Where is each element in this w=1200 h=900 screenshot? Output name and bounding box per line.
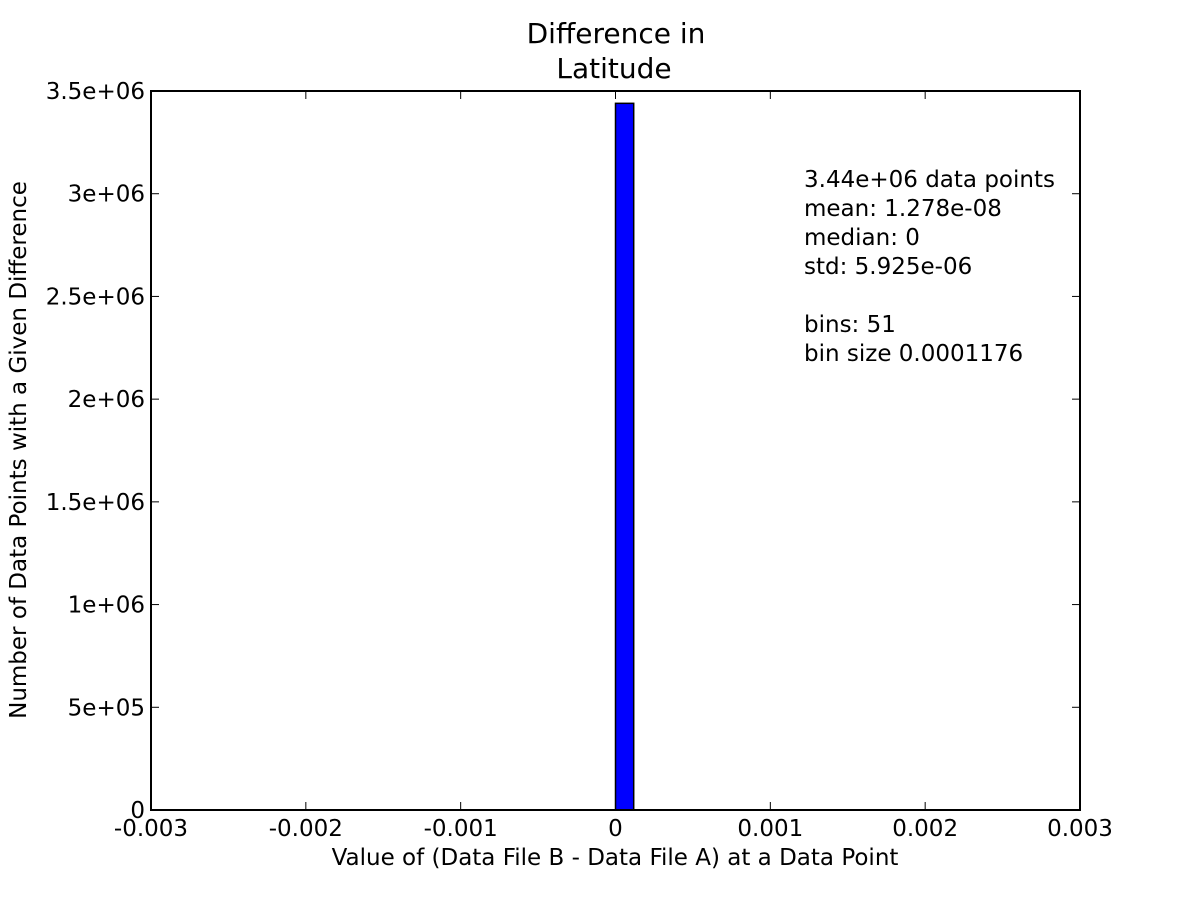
histogram-bar [614, 102, 635, 811]
chart-title-line-2: Latitude [556, 52, 671, 85]
x-tick-label: 0.002 [892, 816, 958, 842]
y-tick-label: 3.5e+06 [46, 79, 145, 105]
stats-annotation-line: bins: 51 [804, 312, 896, 338]
y-tick-label: 0 [130, 798, 145, 824]
y-axis-label: Number of Data Points with a Given Diffe… [6, 181, 32, 719]
stats-annotation-line: bin size 0.0001176 [804, 341, 1023, 367]
chart-title-line-1: Difference in [527, 17, 706, 50]
x-tick-label: -0.001 [424, 816, 498, 842]
x-tick-label: -0.002 [269, 816, 343, 842]
y-tick-label: 5e+05 [68, 695, 145, 721]
x-axis-label: Value of (Data File B - Data File A) at … [332, 845, 899, 871]
stats-annotation-line: median: 0 [804, 225, 920, 251]
x-tick-label: 0 [608, 816, 623, 842]
ticks-group: -0.003 -0.002 -0.001 0 0.001 0.002 0.003 0 5e+05… [46, 79, 1113, 842]
x-tick-label: 0.001 [737, 816, 803, 842]
y-tick-label: 1e+06 [68, 593, 145, 619]
stats-annotation-line: 3.44e+06 data points [804, 167, 1055, 193]
y-tick-label: 2.5e+06 [46, 284, 145, 310]
y-tick-label: 1.5e+06 [46, 490, 145, 516]
stats-annotation-line: mean: 1.278e-08 [804, 196, 1002, 222]
stats-annotation: 3.44e+06 data points mean: 1.278e-08 media… [804, 167, 1055, 367]
x-tick-label: 0.003 [1047, 816, 1113, 842]
y-tick-label: 3e+06 [68, 182, 145, 208]
x-tick-label: -0.003 [114, 816, 188, 842]
stats-annotation-line: std: 5.925e-06 [804, 254, 972, 280]
plot-area-frame [150, 90, 1081, 811]
y-tick-label: 2e+06 [68, 387, 145, 413]
